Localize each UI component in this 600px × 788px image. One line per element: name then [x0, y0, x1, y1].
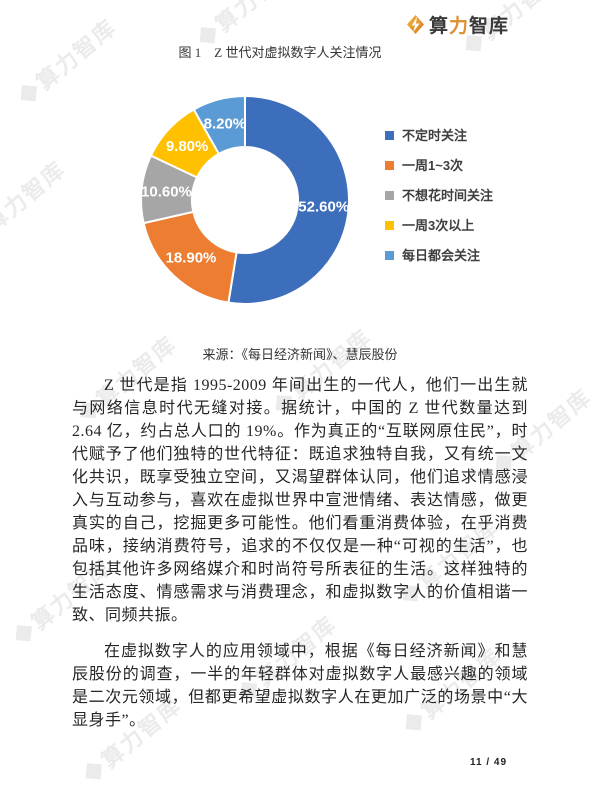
watermark-diamond-icon	[20, 84, 37, 102]
logo-diamond-icon	[406, 15, 425, 34]
legend-swatch-icon	[385, 221, 394, 230]
watermark-stamp-3: 算力智库	[0, 152, 72, 252]
legend-item-0: 不定时关注	[385, 129, 493, 142]
paragraph-2: 在虚拟数字人的应用领域中，根据《每日经济新闻》和慧辰股份的调查，一半的年轻群体对…	[72, 643, 528, 729]
slice-data-label-3: 9.80%	[166, 138, 209, 155]
watermark-diamond-icon	[85, 762, 102, 780]
watermark-text: 算力智库	[208, 0, 302, 39]
chart-legend: 不定时关注一周1~3次不想花时间关注 一周3次以上 每日都会关注	[385, 129, 493, 262]
legend-label: 不定时关注	[402, 128, 468, 143]
slice-data-label-4: 8.20%	[204, 116, 247, 133]
legend-swatch-icon	[385, 131, 394, 140]
legend-item-3: 一周3次以上	[385, 219, 493, 232]
legend-item-1: 一周1~3次	[385, 159, 493, 172]
donut-slice-4	[192, 95, 246, 155]
logo-text-accent: 力	[449, 16, 470, 37]
company-logo: 算力智库	[406, 11, 509, 38]
donut-chart: 52.60% 18.90% 10.60% 9.80% 8.20%	[140, 95, 350, 305]
donut-slice-0	[227, 95, 350, 305]
legend-label: 一周3次以上	[402, 218, 475, 233]
donut-chart-block: 52.60% 18.90% 10.60% 9.80% 8.20% 不定时关注一周1~3次…	[105, 82, 560, 322]
paragraph-1: Z 世代是指 1995-2009 年间出生的一代人，他们一出生就与网络信息时代无…	[72, 377, 528, 624]
logo-text-part2: 智库	[469, 16, 510, 37]
legend-label: 一周1~3次	[402, 158, 464, 173]
body-text: Z 世代是指 1995-2009 年间出生的一代人，他们一出生就与网络信息时代无…	[72, 374, 528, 745]
page-number: 11 / 49	[470, 757, 508, 768]
legend-label: 每日都会关注	[402, 248, 481, 263]
legend-item-2: 不想花时间关注	[385, 189, 493, 202]
legend-swatch-icon	[385, 251, 394, 260]
legend-label: 不想花时间关注	[402, 188, 494, 203]
source-caption: 来源：《每日经济新闻》、慧辰股份	[202, 347, 398, 362]
legend-swatch-icon	[385, 191, 394, 200]
slice-data-label-1: 18.90%	[166, 250, 217, 267]
slice-data-label-0: 52.60%	[298, 198, 349, 215]
legend-item-4: 每日都会关注	[385, 249, 493, 262]
legend-swatch-icon	[385, 161, 394, 170]
watermark-text: 算力智库	[0, 156, 71, 237]
slice-data-label-2: 10.60%	[141, 183, 192, 200]
logo-text-part1: 算	[429, 16, 450, 37]
watermark-diamond-icon	[199, 26, 216, 44]
watermark-diamond-icon	[15, 624, 32, 642]
logo-text: 算力智库	[429, 11, 509, 38]
figure-title: 图 1 Z 世代对虚拟数字人关注情况	[178, 45, 382, 60]
